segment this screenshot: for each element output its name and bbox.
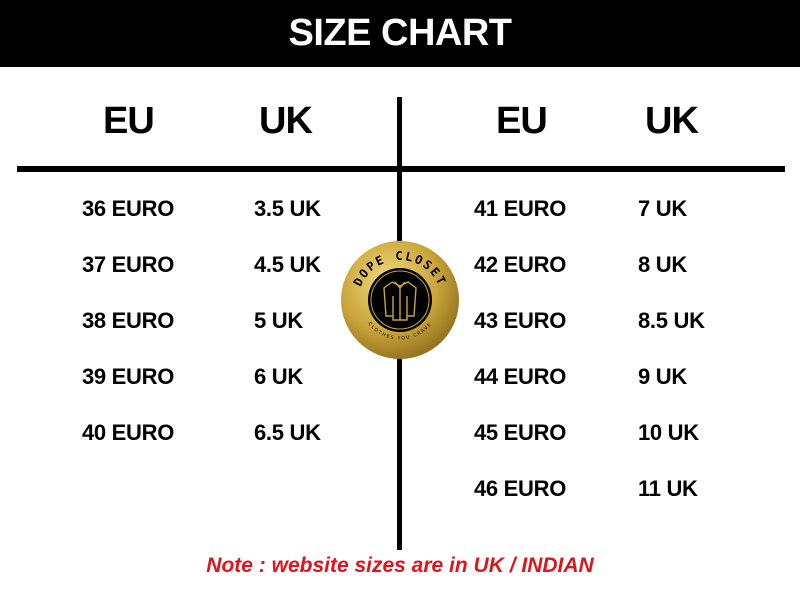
right-uk-size-cell: 11 UK: [638, 476, 698, 501]
right-eu-header: EU: [496, 100, 548, 142]
right-eu-size-cell: 41 EURO: [474, 196, 567, 221]
left-eu-size-cell: 39 EURO: [82, 364, 175, 389]
left-uk-size-cell: 4.5 UK: [254, 252, 321, 277]
right-eu-size-cell: 46 EURO: [474, 476, 567, 501]
left-eu-size-cell: 37 EURO: [82, 252, 175, 277]
right-uk-header: UK: [645, 100, 699, 142]
horizontal-divider: [17, 166, 785, 172]
left-eu-size-cell: 38 EURO: [82, 308, 175, 333]
right-eu-size-cell: 44 EURO: [474, 364, 567, 389]
left-uk-header: UK: [259, 100, 313, 142]
left-eu-size-cell: 40 EURO: [82, 420, 175, 445]
left-eu-header: EU: [103, 100, 155, 142]
right-uk-size-cell: 8 UK: [638, 252, 687, 277]
right-eu-size-cell: 42 EURO: [474, 252, 567, 277]
left-uk-size-cell: 5 UK: [254, 308, 303, 333]
page-title: SIZE CHART: [0, 0, 800, 67]
shirt-icon: [383, 281, 417, 321]
right-uk-size-cell: 10 UK: [638, 420, 699, 445]
right-uk-size-cell: 7 UK: [638, 196, 687, 221]
left-uk-size-cell: 3.5 UK: [254, 196, 321, 221]
right-eu-size-cell: 43 EURO: [474, 308, 567, 333]
dope-closet-logo: DOPE CLOSET CLOTHES YOU CRAVE: [341, 241, 459, 359]
left-uk-size-cell: 6.5 UK: [254, 420, 321, 445]
note-text: Note : website sizes are in UK / INDIAN: [206, 554, 594, 577]
right-eu-size-cell: 45 EURO: [474, 420, 567, 445]
left-uk-size-cell: 6 UK: [254, 364, 303, 389]
right-uk-size-cell: 8.5 UK: [638, 308, 705, 333]
left-eu-size-cell: 36 EURO: [82, 196, 175, 221]
right-uk-size-cell: 9 UK: [638, 364, 687, 389]
